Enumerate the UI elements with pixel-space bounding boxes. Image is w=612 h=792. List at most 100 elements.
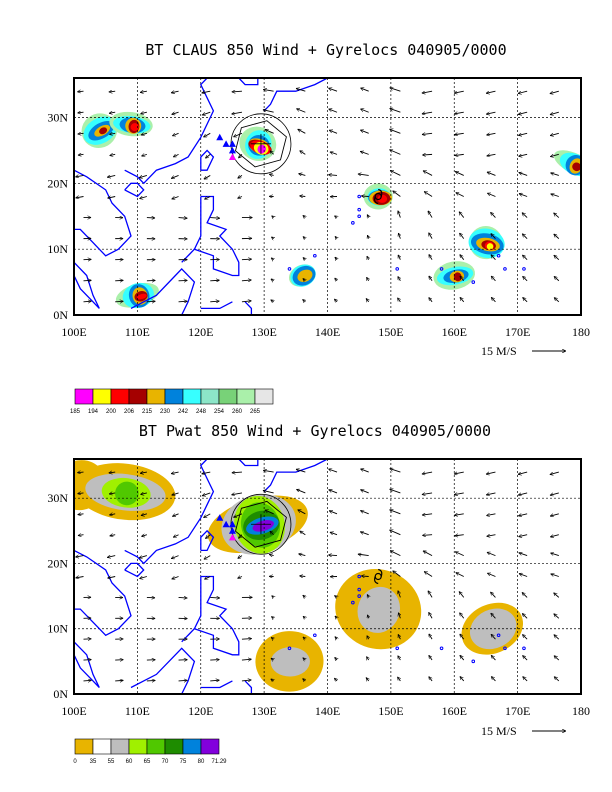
wind-vector xyxy=(554,677,560,682)
wind-vector xyxy=(422,493,433,495)
wind-vector xyxy=(178,301,188,302)
wind-vector xyxy=(77,472,84,473)
wind-vector xyxy=(202,472,211,474)
wind-vector xyxy=(300,530,306,536)
coastline-segment xyxy=(238,459,259,467)
wind-vector xyxy=(241,659,252,660)
wind-vector xyxy=(460,655,465,661)
coastline-segment xyxy=(74,641,100,688)
wind-vector xyxy=(550,513,559,516)
colorbar-swatch xyxy=(74,388,94,405)
wind-vector xyxy=(422,535,433,536)
colorbar-swatch xyxy=(164,738,184,755)
island xyxy=(357,587,361,592)
wind-vector xyxy=(519,194,528,197)
wind-vector xyxy=(298,554,306,556)
colorbar-label: 65 xyxy=(144,759,151,765)
wind-vector xyxy=(109,514,116,515)
colorbar-label: 60 xyxy=(126,759,133,765)
wind-vectors xyxy=(75,469,560,682)
wind-vector xyxy=(523,676,528,682)
wind-vector xyxy=(329,490,338,494)
island xyxy=(351,600,355,605)
island xyxy=(522,267,526,271)
wind-vector xyxy=(460,276,465,282)
y-tick-label: 10N xyxy=(47,622,68,636)
wind-vector xyxy=(455,535,464,536)
chart-title: BT Pwat 850 Wind + Gyrelocs 040905/0000 xyxy=(139,422,491,440)
wind-vector xyxy=(487,193,496,197)
island xyxy=(471,659,476,664)
wind-vector xyxy=(459,613,465,619)
coastline-segment xyxy=(244,301,253,315)
wind-vector xyxy=(427,591,433,598)
colorbar-swatch xyxy=(200,738,220,755)
wind-vector xyxy=(329,109,338,113)
wind-vector xyxy=(210,660,219,661)
wind-vector xyxy=(358,174,369,175)
coastline-segment xyxy=(263,459,328,493)
wind-vector xyxy=(550,173,559,176)
wind-vector xyxy=(554,614,560,619)
island xyxy=(439,646,444,651)
wind-vector xyxy=(390,550,401,557)
wind-vector xyxy=(554,656,560,661)
y-tick-label: 20N xyxy=(47,556,68,570)
wind-vector xyxy=(300,150,306,155)
wind-vector xyxy=(272,216,274,218)
wind-vector xyxy=(487,552,496,557)
wind-vector xyxy=(303,679,306,681)
gyre-center-cross xyxy=(250,133,271,154)
wind-vector xyxy=(139,555,148,558)
wind-vector xyxy=(76,577,84,578)
wind-vector xyxy=(550,471,559,474)
wind-vector xyxy=(491,655,496,661)
wind-vector xyxy=(518,154,528,156)
wind-vector xyxy=(486,514,496,516)
island xyxy=(313,633,317,638)
wind-vector xyxy=(551,194,559,197)
wind-vector xyxy=(459,233,465,239)
x-tick-label: 100E xyxy=(61,704,86,718)
wind-vector xyxy=(232,472,242,473)
axis-ticks: 100E 110E 120E 130E 140E 150E 160E 170E 180 0N 10N… xyxy=(47,111,590,340)
wind-vector xyxy=(172,112,179,114)
wind-vector xyxy=(173,535,179,538)
wind-vector xyxy=(76,197,84,198)
x-tick-label: 170E xyxy=(505,325,530,339)
island xyxy=(357,594,361,598)
wind-vector xyxy=(263,89,274,91)
coastline-segment xyxy=(193,195,240,277)
wind-vector xyxy=(487,154,496,156)
wind-vector xyxy=(237,577,243,579)
wind-vector xyxy=(109,91,116,92)
colorbar-swatch xyxy=(182,738,202,755)
wind-vector xyxy=(271,299,274,302)
wind-vector xyxy=(522,655,528,661)
gyre-marker-triangle xyxy=(228,140,236,147)
wind-vector xyxy=(460,634,465,640)
wind-vector xyxy=(454,472,464,474)
wind-vector xyxy=(298,509,306,515)
colorbar-label: 206 xyxy=(124,409,135,415)
coastline-segment xyxy=(244,680,253,694)
wind-vector xyxy=(272,596,274,598)
wind-vector xyxy=(271,237,273,239)
wind-vector xyxy=(486,112,496,114)
wind-vector xyxy=(334,678,337,681)
wind-vector xyxy=(146,680,155,681)
colorbar-swatch xyxy=(146,738,166,755)
wind-vector xyxy=(298,174,306,176)
colorbar: 0 35 55 60 65 70 75 80 71.29 xyxy=(73,738,227,765)
wind-vector xyxy=(77,91,84,92)
island xyxy=(395,267,400,271)
wind-vector xyxy=(210,280,219,281)
wind-vector xyxy=(110,535,116,536)
wind-vector xyxy=(107,197,116,199)
wind-vector xyxy=(360,130,369,134)
wind-vector xyxy=(139,175,148,177)
wind-vector xyxy=(429,676,433,682)
wind-vector xyxy=(303,237,305,239)
wind-vector xyxy=(231,493,243,495)
wind-vector xyxy=(335,257,337,260)
